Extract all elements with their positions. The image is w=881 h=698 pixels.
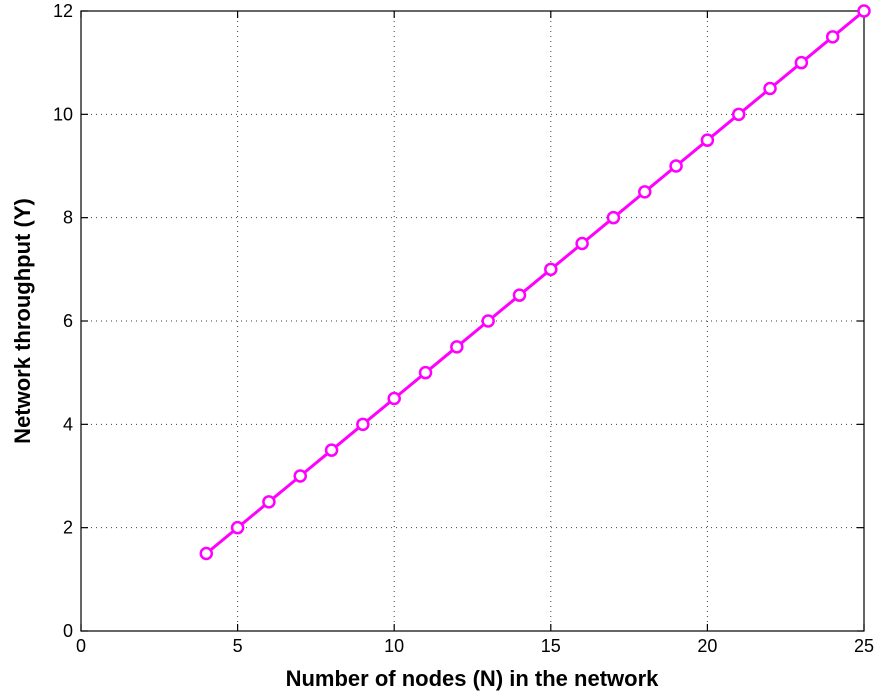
y-tick-label: 4 xyxy=(63,414,73,434)
data-point xyxy=(199,546,214,561)
data-point xyxy=(481,314,495,328)
data-point xyxy=(387,391,401,406)
y-tick-label: 12 xyxy=(53,1,73,21)
x-axis-label: Number of nodes (N) in the network xyxy=(286,666,660,691)
data-point xyxy=(825,30,840,44)
data-point xyxy=(638,185,652,199)
data-point xyxy=(356,417,370,432)
x-tick-label: 25 xyxy=(854,636,874,656)
data-point xyxy=(731,107,746,122)
y-tick-label: 10 xyxy=(53,104,73,124)
x-tick-label: 5 xyxy=(233,636,243,656)
data-point xyxy=(450,340,464,354)
data-series xyxy=(199,4,871,561)
x-tick-label: 0 xyxy=(76,636,86,656)
data-point xyxy=(544,262,558,277)
series-line xyxy=(204,9,866,555)
data-point xyxy=(763,81,777,96)
data-point xyxy=(575,236,589,251)
x-tick-label: 20 xyxy=(697,636,717,656)
x-tick-label: 10 xyxy=(384,636,404,656)
data-point xyxy=(857,4,871,18)
data-point xyxy=(293,469,307,483)
data-point xyxy=(324,443,339,457)
data-point xyxy=(700,133,715,147)
y-tick-label: 8 xyxy=(63,208,73,228)
data-point xyxy=(794,55,809,70)
data-point xyxy=(262,495,276,509)
data-point xyxy=(606,210,621,225)
data-point xyxy=(230,520,245,535)
data-point xyxy=(669,159,683,173)
x-tick-label: 15 xyxy=(541,636,561,656)
data-point xyxy=(512,288,527,302)
data-point xyxy=(418,365,433,380)
y-tick-label: 0 xyxy=(63,621,73,641)
y-tick-label: 6 xyxy=(63,311,73,331)
axis-ticks: 0 5 10 15 20 25 0 2 4 6 8 10 12 xyxy=(53,1,874,656)
y-tick-label: 2 xyxy=(63,518,73,538)
grid-lines xyxy=(81,11,864,631)
y-axis-label: Network throughput (Y) xyxy=(10,198,35,444)
